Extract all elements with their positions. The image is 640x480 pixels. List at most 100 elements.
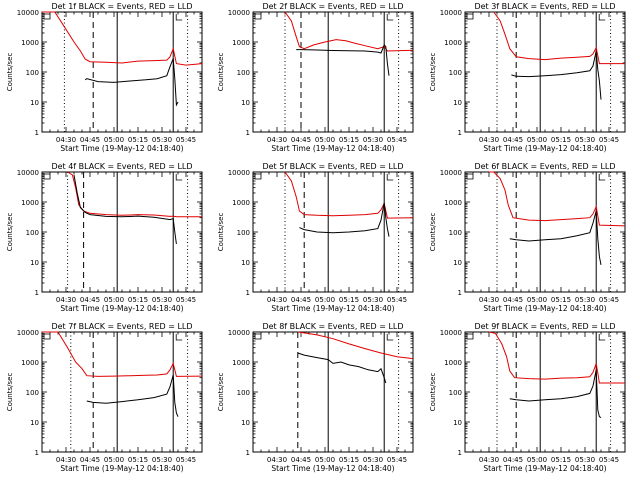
y-tick-label: 1000 bbox=[232, 39, 250, 47]
x-tick-label: 04:45 bbox=[80, 456, 100, 464]
x-axis-label: Start Time (19-May-12 04:18:40) bbox=[60, 144, 183, 153]
x-tick-label: 04:45 bbox=[291, 136, 311, 144]
corner-mark-right bbox=[598, 14, 606, 21]
x-tick-label: 05:45 bbox=[387, 456, 407, 464]
x-tick-label: 05:15 bbox=[128, 296, 148, 304]
detector-panel-5: Det 5f BLACK = Events, RED = LLD 1 10 100 10… bbox=[217, 162, 414, 313]
x-tick-label: 05:15 bbox=[339, 136, 359, 144]
y-tick-label: 10000 bbox=[440, 169, 462, 177]
series-line-lld bbox=[42, 11, 203, 66]
corner-mark-left bbox=[254, 173, 262, 180]
x-tick-label: 05:00 bbox=[315, 296, 335, 304]
plot-frame bbox=[252, 331, 414, 453]
x-axis-label: Start Time (19-May-12 04:18:40) bbox=[483, 464, 606, 473]
panel-title: Det 6f BLACK = Events, RED = LLD bbox=[474, 162, 615, 171]
x-tick-label: 05:30 bbox=[152, 456, 172, 464]
y-tick-label: 10000 bbox=[228, 169, 250, 177]
x-tick-label: 04:45 bbox=[291, 296, 311, 304]
y-tick-label: 1000 bbox=[232, 359, 250, 367]
x-tick-label: 04:45 bbox=[503, 296, 523, 304]
plot-frame bbox=[464, 11, 626, 133]
y-tick-label: 10000 bbox=[440, 9, 462, 17]
series-line-events bbox=[299, 202, 390, 237]
panel-title: Det 4f BLACK = Events, RED = LLD bbox=[51, 162, 192, 171]
plot-frame bbox=[252, 171, 414, 293]
x-tick-label: 04:30 bbox=[56, 456, 76, 464]
x-tick-label: 05:15 bbox=[128, 456, 148, 464]
y-tick-label: 1000 bbox=[21, 39, 39, 47]
corner-mark-right bbox=[175, 334, 183, 341]
x-tick-label: 04:30 bbox=[267, 456, 287, 464]
x-tick-label: 05:45 bbox=[176, 456, 196, 464]
series-line-events bbox=[509, 369, 602, 419]
x-tick-label: 05:30 bbox=[363, 296, 383, 304]
plot-frame bbox=[464, 331, 626, 453]
detector-panel-7: Det 7f BLACK = Events, RED = LLD 1 10 100 10… bbox=[6, 322, 203, 473]
corner-mark-right bbox=[598, 334, 606, 341]
y-tick-label: 1 bbox=[246, 289, 250, 297]
y-tick-label: 10 bbox=[453, 419, 462, 427]
y-tick-label: 10000 bbox=[228, 9, 250, 17]
y-tick-label: 100 bbox=[26, 229, 39, 237]
y-tick-label: 100 bbox=[449, 229, 462, 237]
corner-mark-left bbox=[254, 333, 262, 340]
plot-frame bbox=[41, 331, 203, 453]
series-line-lld bbox=[42, 331, 203, 377]
y-axis-label: Counts/sec bbox=[429, 213, 437, 252]
x-axis-label: Start Time (19-May-12 04:18:40) bbox=[271, 464, 394, 473]
y-tick-label: 100 bbox=[26, 69, 39, 77]
panel-title: Det 8f BLACK = Events, RED = LLD bbox=[262, 322, 403, 331]
y-tick-label: 10 bbox=[30, 419, 39, 427]
corner-mark-left bbox=[466, 13, 474, 20]
y-tick-label: 1 bbox=[458, 449, 462, 457]
x-tick-label: 05:15 bbox=[339, 456, 359, 464]
series-line-lld bbox=[489, 171, 626, 227]
y-axis-label: Counts/sec bbox=[6, 53, 14, 92]
y-tick-label: 10 bbox=[30, 259, 39, 267]
corner-mark-left bbox=[466, 333, 474, 340]
series-line-lld bbox=[297, 331, 414, 360]
y-tick-label: 10 bbox=[453, 259, 462, 267]
corner-mark-right bbox=[175, 174, 183, 181]
x-tick-label: 05:00 bbox=[104, 456, 124, 464]
x-axis-label: Start Time (19-May-12 04:18:40) bbox=[60, 464, 183, 473]
x-tick-label: 05:00 bbox=[315, 456, 335, 464]
corner-mark-left bbox=[43, 333, 51, 340]
y-tick-label: 100 bbox=[237, 389, 250, 397]
corner-mark-left bbox=[43, 173, 51, 180]
series-line-events bbox=[511, 50, 602, 100]
x-tick-label: 04:45 bbox=[80, 296, 100, 304]
x-axis-label: Start Time (19-May-12 04:18:40) bbox=[271, 144, 394, 153]
series-line-events bbox=[296, 43, 390, 76]
panel-title: Det 9f BLACK = Events, RED = LLD bbox=[474, 322, 615, 331]
y-tick-label: 1000 bbox=[444, 199, 462, 207]
y-tick-label: 1 bbox=[246, 129, 250, 137]
plot-frame bbox=[41, 171, 203, 293]
x-tick-label: 05:30 bbox=[152, 296, 172, 304]
x-tick-label: 05:30 bbox=[152, 136, 172, 144]
x-tick-label: 05:45 bbox=[387, 296, 407, 304]
series-line-events bbox=[297, 352, 387, 384]
y-tick-label: 10000 bbox=[228, 329, 250, 337]
y-tick-label: 10 bbox=[241, 259, 250, 267]
corner-mark-left bbox=[466, 173, 474, 180]
panel-title: Det 5f BLACK = Events, RED = LLD bbox=[262, 162, 403, 171]
x-tick-label: 05:00 bbox=[527, 136, 547, 144]
y-tick-label: 100 bbox=[237, 69, 250, 77]
series-line-events bbox=[84, 58, 179, 107]
panel-title: Det 3f BLACK = Events, RED = LLD bbox=[474, 2, 615, 11]
y-tick-label: 1 bbox=[458, 129, 462, 137]
y-tick-label: 1 bbox=[458, 289, 462, 297]
y-tick-label: 1000 bbox=[444, 359, 462, 367]
x-tick-label: 05:45 bbox=[176, 296, 196, 304]
y-tick-label: 10 bbox=[241, 99, 250, 107]
detector-panel-4: Det 4f BLACK = Events, RED = LLD 1 10 100 10… bbox=[6, 162, 203, 313]
y-axis-label: Counts/sec bbox=[217, 373, 225, 412]
y-axis-label: Counts/sec bbox=[429, 373, 437, 412]
x-tick-label: 05:00 bbox=[315, 136, 335, 144]
x-tick-label: 04:45 bbox=[503, 136, 523, 144]
y-tick-label: 10000 bbox=[17, 169, 39, 177]
x-axis-label: Start Time (19-May-12 04:18:40) bbox=[483, 304, 606, 313]
x-tick-label: 05:30 bbox=[575, 136, 595, 144]
